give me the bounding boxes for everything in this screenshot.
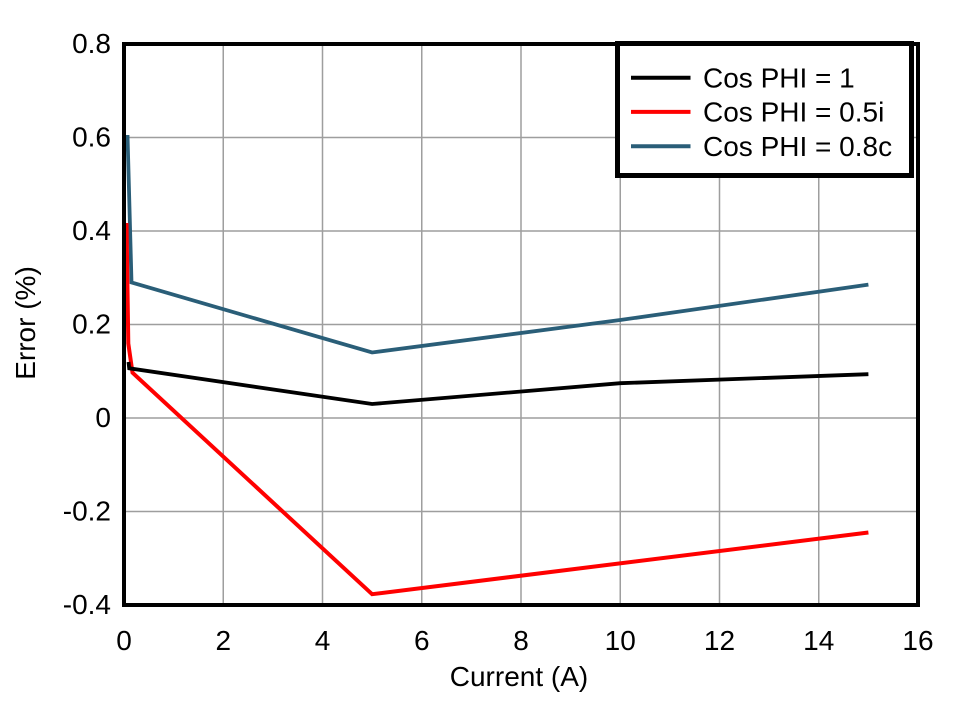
svg-text:Cos PHI = 0.8c: Cos PHI = 0.8c	[703, 131, 892, 162]
svg-text:-0.4: -0.4	[63, 589, 111, 620]
svg-text:Current (A): Current (A)	[450, 661, 588, 692]
svg-text:16: 16	[902, 625, 933, 656]
svg-text:4: 4	[315, 625, 331, 656]
svg-text:0: 0	[95, 402, 111, 433]
svg-text:0.8: 0.8	[72, 28, 111, 59]
svg-text:8: 8	[513, 625, 529, 656]
svg-text:10: 10	[605, 625, 636, 656]
svg-text:0.2: 0.2	[72, 309, 111, 340]
svg-text:Cos PHI = 1: Cos PHI = 1	[703, 63, 855, 94]
svg-text:0: 0	[116, 625, 132, 656]
svg-text:0.6: 0.6	[72, 122, 111, 153]
svg-text:-0.2: -0.2	[63, 496, 111, 527]
svg-text:Error (%): Error (%)	[10, 266, 41, 380]
svg-text:Cos PHI = 0.5i: Cos PHI = 0.5i	[703, 97, 884, 128]
svg-text:0.4: 0.4	[72, 215, 111, 246]
svg-text:14: 14	[803, 625, 834, 656]
svg-text:6: 6	[414, 625, 430, 656]
svg-text:12: 12	[704, 625, 735, 656]
svg-text:2: 2	[215, 625, 231, 656]
